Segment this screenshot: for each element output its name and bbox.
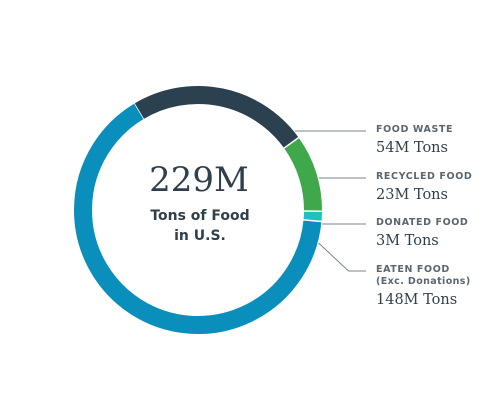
legend-item-recycled-food: RECYCLED FOOD 23M Tons	[376, 171, 472, 203]
legend-value: 3M Tons	[376, 233, 439, 249]
donut-arcs	[74, 86, 324, 334]
donut-slice-recycled-food	[283, 137, 322, 212]
leader-line-eaten-food	[318, 242, 366, 272]
total-label-line1: Tons of Food	[150, 208, 250, 224]
legend-name: DONATED FOOD	[376, 217, 469, 228]
total-label: Tons of Food in U.S.	[130, 206, 270, 246]
total-label-line2: in U.S.	[174, 228, 226, 244]
slice-separator	[132, 102, 145, 121]
legend-value: 23M Tons	[376, 187, 448, 203]
donut-slice-eaten-food	[74, 103, 322, 334]
legend-item-donated-food: DONATED FOOD 3M Tons	[376, 217, 468, 249]
legend-name: EATEN FOOD	[376, 264, 450, 275]
donut-slice-food-waste	[134, 86, 299, 149]
legend-item-food-waste: FOOD WASTE 54M Tons	[376, 124, 453, 156]
legend-item-eaten-food: EATEN FOOD (Exc. Donations) 148M Tons	[376, 264, 471, 308]
slice-separator	[282, 136, 300, 150]
legend-name: FOOD WASTE	[376, 124, 454, 135]
total-value: 229M	[149, 160, 249, 200]
slice-separator	[302, 218, 323, 223]
leader-lines	[294, 130, 366, 272]
legend-value: 54M Tons	[376, 140, 448, 156]
legend-name: RECYCLED FOOD	[376, 171, 473, 182]
legend-note: (Exc. Donations)	[376, 276, 471, 287]
legend-value: 148M Tons	[376, 292, 458, 308]
